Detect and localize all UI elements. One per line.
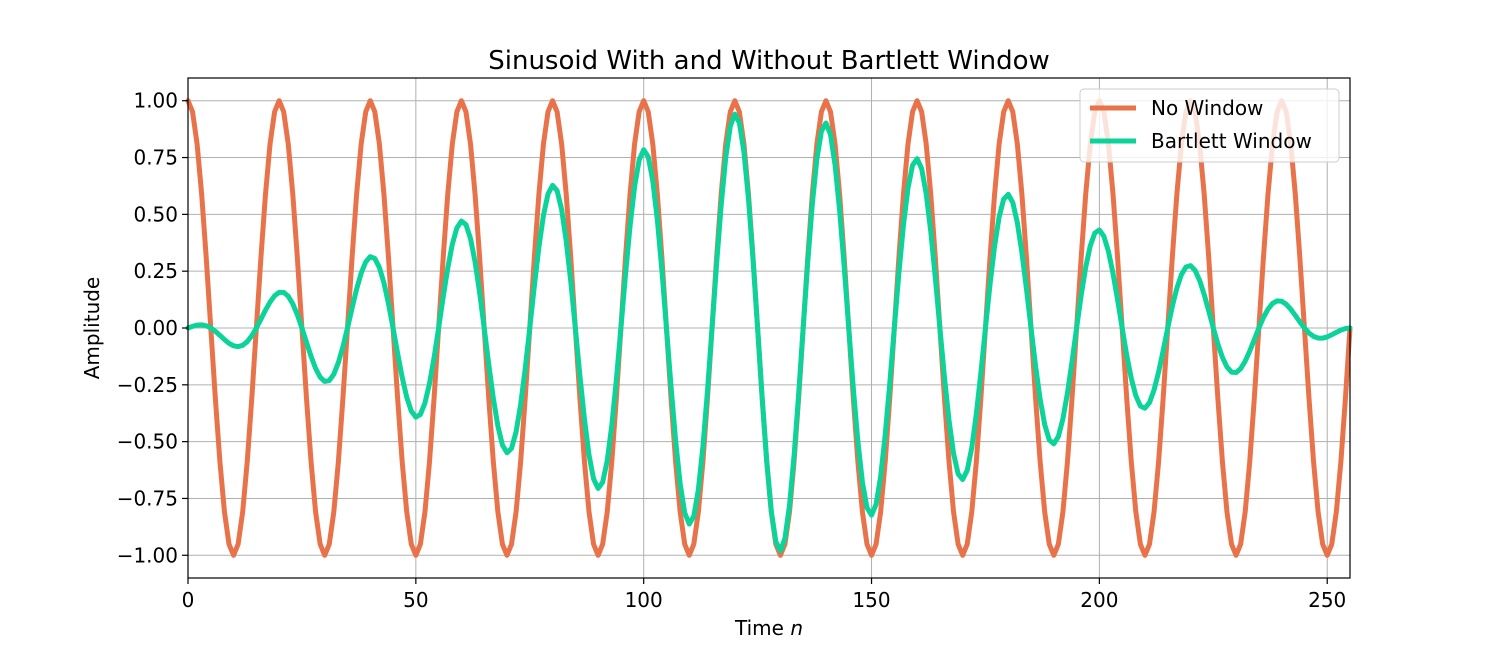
x-tick-label: 100 [625,588,663,612]
y-tick-label: −0.50 [117,430,178,454]
chart-title: Sinusoid With and Without Bartlett Windo… [488,46,1050,76]
y-tick-label: 1.00 [133,89,178,113]
x-tick-label: 0 [182,588,195,612]
x-axis-label-variable: n [790,616,803,640]
y-tick-label: 0.50 [133,202,178,226]
x-tick-label: 250 [1308,588,1346,612]
x-tick-label: 50 [403,588,428,612]
x-axis-label-text: Time [734,616,784,640]
legend-label-bartlett-window: Bartlett Window [1151,129,1312,153]
x-tick-label: 150 [852,588,890,612]
legend: No Window Bartlett Window [1079,88,1340,163]
y-tick-label: −0.75 [117,486,178,510]
y-tick-label: −1.00 [117,543,178,567]
x-axis-label: Time n [734,616,803,640]
x-tick-label: 200 [1080,588,1118,612]
legend-label-no-window: No Window [1151,96,1263,120]
y-tick-label: 0.00 [133,316,178,340]
series-line-bartlett-window [185,111,1353,554]
x-axis: 0 50 100 150 200 250 [182,578,1346,612]
y-tick-label: 0.25 [133,259,178,283]
y-axis-label: Amplitude [80,277,104,380]
y-axis: 1.00 0.75 0.50 0.25 0.00 −0.25 −0.50 −0.75 −1.00 [117,89,188,567]
y-tick-label: −0.25 [117,373,178,397]
plot-lines [185,98,1353,558]
y-tick-label: 0.75 [133,146,178,170]
legend-box [1079,88,1340,163]
